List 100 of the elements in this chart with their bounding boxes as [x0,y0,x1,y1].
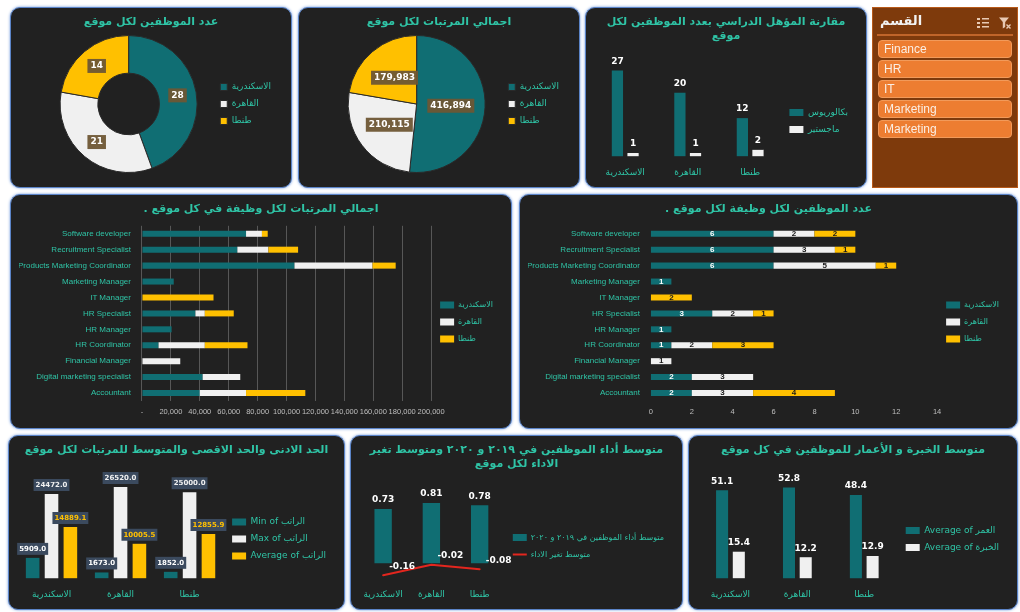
data-label: 12.2 [794,542,817,553]
data-label: 12 [736,103,749,114]
y-tick-label: IT Manager [90,292,132,302]
y-tick-label: Marketing Manager [62,276,132,286]
legend-label: القاهرة [519,98,547,109]
bar [627,153,639,157]
data-label: 179,983 [374,72,416,83]
data-label: 21 [90,136,103,147]
y-tick-label: HR Coordinator [584,340,641,350]
x-tick-label: الاسكندرية [710,588,751,599]
y-tick-label: Digital marketing specialist [545,372,641,382]
data-label: 12.9 [861,541,884,552]
y-tick-label: HR Manager [594,324,641,334]
bar [142,390,200,397]
data-label: 15.4 [727,537,750,548]
bar [204,342,248,349]
bar [142,310,196,317]
bar [142,374,203,381]
bar [158,342,205,349]
chart-title: متوسط الخبرة و الأعمار للموظفين في كل موقع [720,443,986,457]
bar [716,490,729,579]
bar [268,246,299,253]
data-label: 2 [730,308,736,318]
bar [142,230,247,237]
data-label: 210,115 [368,119,410,130]
bar [712,342,774,349]
bar [246,230,262,237]
bar [199,390,247,397]
y-tick-label: Software developer [571,228,641,238]
bar [782,487,796,579]
bar [142,246,238,253]
y-tick-label: Financial Manager [65,356,132,366]
legend-label: طنطا [964,334,982,344]
bar [142,262,295,269]
bar [246,390,306,397]
data-label: 1 [629,138,637,149]
data-label: 1 [692,138,699,149]
legend-label: Max of الراتب [250,533,308,544]
bar [650,310,713,317]
legend-label: Average of الراتب [250,550,327,561]
chart-title: مقارنة المؤهل الدراسي بعدد الموظفين لكل موقع [605,15,847,43]
data-label: 48.4 [844,480,867,491]
legend-label: الاسكندرية [964,300,1000,310]
x-tick-label: الاسكندرية [31,588,72,599]
data-label: 0.73 [372,494,395,505]
bar [142,294,214,301]
category-label: HR [878,60,1012,78]
bar [294,262,373,269]
data-label: 2 [754,135,762,146]
legend-label: متوسط أداء الموظفين في ٢٠١٩ و ٢٠٢٠ [530,531,665,542]
chart-title: عدد الموظفين لكل موقع [82,15,220,29]
bar [94,572,109,579]
bar [142,342,159,349]
bar [814,230,856,237]
legend-label: Average of الخبرة [924,541,1000,552]
data-label: 2 [669,372,675,382]
bar [799,557,812,579]
x-tick-label: طنطا [469,588,490,599]
chart-title: الحد الادنى والحد الاقصى والمتوسط للمرتبات لكل موقع [23,443,330,457]
x-tick-label: القاهرة [783,588,811,599]
bar [689,153,702,157]
y-tick-label: Digital marketing specialist [36,372,132,382]
bar [773,246,835,253]
y-tick-label: HR Manager [85,324,132,334]
bar [132,543,147,579]
data-label: 0.78 [468,490,491,501]
data-label: 2 [669,292,675,302]
x-tick-label: القاهرة [107,588,135,599]
bar [372,262,396,269]
bar [237,246,269,253]
chart-title: متوسط أداء الموظفين في ٢٠١٩ و ٢٠٢٠ ومتوسط تغير الاداء لكل موقع [368,443,665,471]
bar [650,246,774,253]
data-label: 3 [720,388,726,398]
y-tick-label: HR Specialist [82,308,132,318]
data-label: -0.16 [389,560,416,571]
bar [650,390,692,397]
bar [866,556,879,579]
data-label: 1 [658,324,664,334]
legend-label: متوسط تغير الاداء [530,549,591,559]
y-tick-label: Recruitment Specialist [560,244,641,254]
y-tick-label: Accountant [599,388,641,398]
data-label: 3 [679,308,685,318]
legend-label: القاهرة [964,317,989,327]
chart-title: اجمالي المرتبات لكل موقع [365,15,513,29]
category-label: IT [878,80,1012,98]
bar [712,310,754,317]
legend-label: طنطا [458,334,476,344]
data-label: 2 [791,228,797,238]
bar [736,118,748,157]
bar [753,390,835,397]
data-label: 6 [710,228,716,238]
legend-label: الاسكندرية [231,81,271,92]
bar [142,278,174,285]
y-tick-label: Software developer [62,228,132,238]
legend-label: الاسكندرية [458,300,494,310]
y-tick-label: HR Specialist [591,308,641,318]
bar [773,262,876,269]
data-label: 1 [658,276,664,286]
x-tick-label: القاهرة [417,588,445,599]
data-label: 2 [689,340,695,350]
